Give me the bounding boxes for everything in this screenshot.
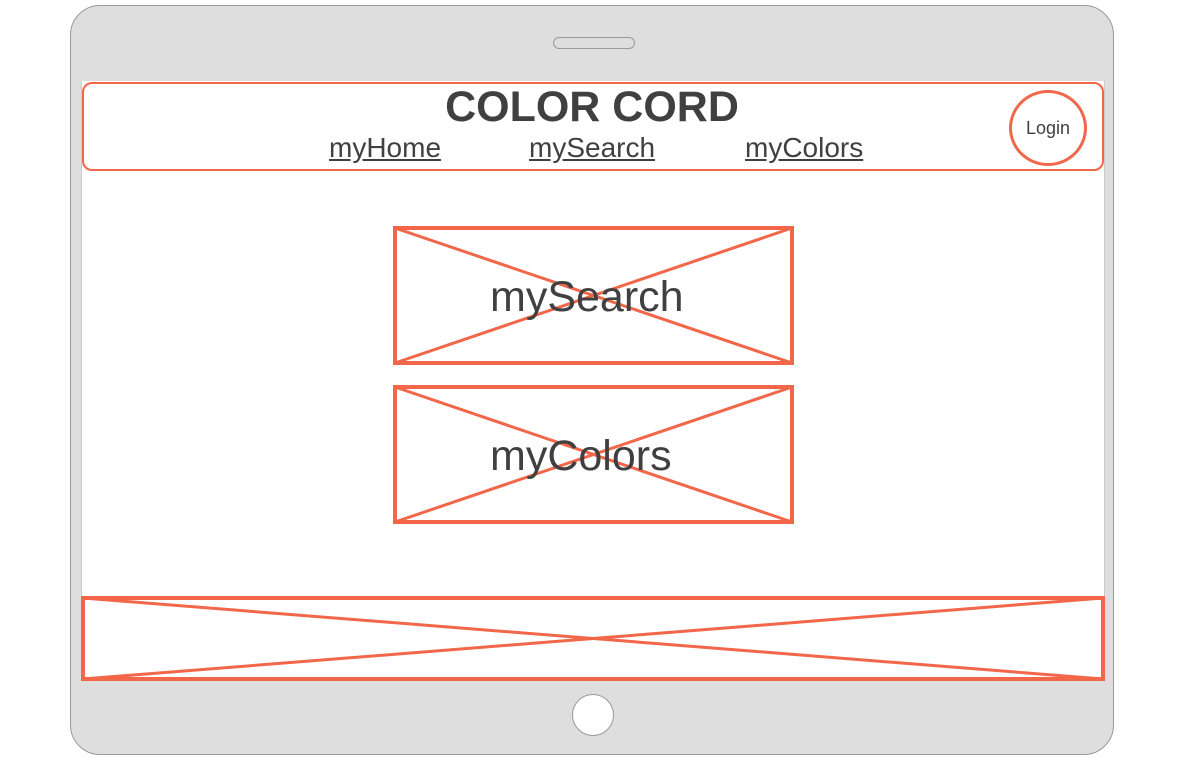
mysearch-placeholder-graphic	[393, 226, 794, 365]
footer-placeholder	[81, 596, 1105, 681]
home-button[interactable]	[572, 694, 614, 736]
screen	[81, 81, 1105, 681]
nav-link-mysearch[interactable]: mySearch	[529, 132, 656, 163]
speaker-slot	[553, 37, 635, 49]
page-title: COLOR CORD	[445, 83, 739, 131]
mycolors-card-label: myColors	[490, 432, 672, 480]
mysearch-card-label: mySearch	[490, 273, 684, 321]
nav-link-mycolors[interactable]: myColors	[745, 132, 864, 163]
mycolors-card[interactable]: myColors	[393, 385, 794, 524]
login-button[interactable]: Login	[1009, 90, 1087, 166]
mycolors-placeholder-graphic	[393, 385, 794, 524]
mysearch-card[interactable]: mySearch	[393, 226, 794, 365]
login-button-label: Login	[1025, 117, 1071, 138]
footer-placeholder-graphic	[81, 596, 1105, 681]
nav-link-myhome[interactable]: myHome	[329, 132, 442, 163]
header-bar	[82, 82, 1104, 171]
